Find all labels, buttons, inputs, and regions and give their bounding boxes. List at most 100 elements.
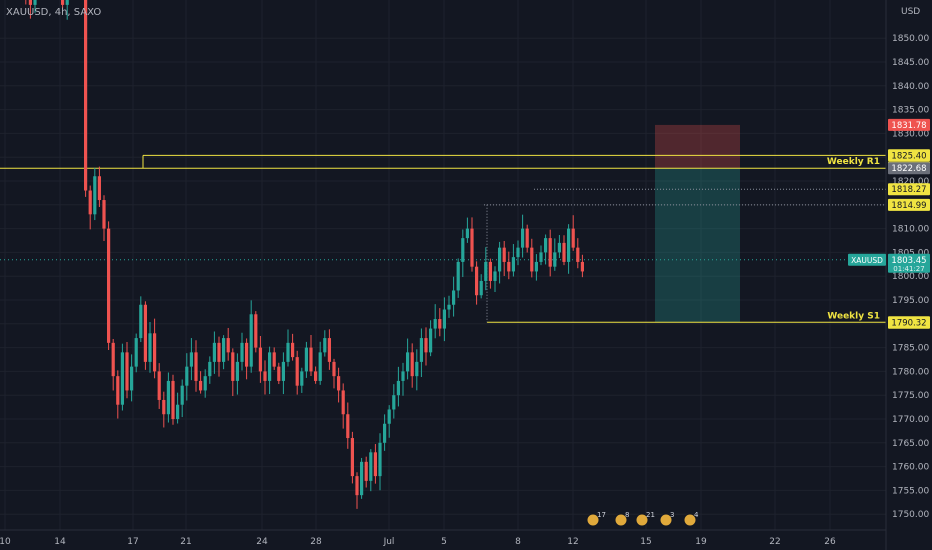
last-price-symbol: XAUUSD [851, 256, 883, 265]
candle-body [378, 442, 382, 477]
candle-body [387, 409, 391, 424]
candle-body [84, 0, 88, 191]
candle-body [268, 352, 272, 381]
candle-body [148, 333, 152, 362]
candle-body [433, 319, 437, 329]
time-tick-label: 15 [640, 537, 651, 547]
weekly-s1-label: Weekly S1 [827, 311, 880, 321]
price-label-stop-box [888, 118, 930, 131]
candle-body [493, 271, 497, 281]
candle-body [97, 176, 101, 201]
price-tick-label: 1830.00 [892, 129, 929, 139]
event-markers[interactable]: 17 8 21 3 4 [586, 511, 699, 527]
candle-body [111, 342, 115, 377]
candle-body [534, 261, 538, 272]
price-label-weekly-s1-box [888, 316, 930, 329]
time-tick-label: 14 [54, 537, 66, 547]
candle-body [442, 309, 446, 329]
candle-body [516, 247, 520, 258]
price-tick-label: 1840.00 [892, 82, 929, 92]
candle-body [139, 304, 143, 339]
candle-body [258, 347, 262, 372]
candle-body [580, 261, 584, 272]
candle-body [488, 261, 492, 281]
price-tick-label: 1770.00 [892, 415, 929, 425]
candle-body [102, 200, 106, 229]
candle-body [304, 347, 308, 372]
candle-body [176, 404, 180, 419]
stop-loss-zone[interactable] [655, 124, 740, 169]
price-tick-label: 1755.00 [892, 486, 929, 496]
price-tick-label: 1805.00 [892, 248, 929, 258]
candle-body [415, 361, 419, 377]
candle-body [346, 414, 350, 439]
price-tick-label: 1850.00 [892, 34, 929, 44]
candle-body [364, 461, 368, 481]
time-tick-label: 12 [567, 537, 578, 547]
candlestick-series [25, 0, 584, 509]
candle-body [309, 347, 313, 372]
candle-body [576, 247, 580, 262]
level-lines[interactable]: Weekly R1 Weekly S1 [0, 154, 886, 323]
candle-body [134, 338, 138, 367]
event-marker-icon[interactable] [659, 513, 673, 527]
candle-body [530, 247, 534, 272]
candle-body [355, 476, 359, 496]
event-marker-icon[interactable] [635, 513, 649, 527]
price-label-weekly-s1: 1790.32 [891, 318, 926, 328]
candle-body [479, 280, 483, 296]
event-marker-icon[interactable] [683, 513, 697, 527]
price-tick-label: 1810.00 [892, 225, 929, 235]
candle-body [171, 380, 175, 419]
take-profit-zone[interactable] [655, 168, 740, 323]
candle-body [424, 338, 428, 353]
price-axis[interactable]: 1850.00 1845.00 1840.00 1835.00 1830.00 1825.… [892, 34, 929, 520]
time-tick-label: 10 [0, 537, 11, 547]
time-tick-label: 8 [515, 537, 521, 547]
chart-symbol-title: XAUUSD, 4h, SAXO [6, 7, 101, 18]
candle-body [291, 342, 295, 358]
candle-body [406, 352, 410, 372]
candle-body [28, 0, 32, 5]
candle-body [507, 261, 511, 272]
candle-body [212, 342, 216, 362]
price-label-entry-box [888, 162, 930, 175]
candle-body [61, 0, 65, 5]
candle-body [447, 304, 451, 310]
last-price-countdown: 01:41:27 [893, 265, 924, 273]
price-label-stop: 1831.78 [891, 121, 926, 131]
last-price-value: 1803.45 [891, 256, 926, 266]
candle-body [231, 352, 235, 381]
candle-body [277, 366, 281, 381]
price-tick-label: 1750.00 [892, 510, 929, 520]
event-marker-count: 8 [625, 511, 629, 519]
candle-body [300, 371, 304, 386]
candle-body [498, 247, 502, 272]
candle-body [392, 395, 396, 410]
time-tick-label: 26 [824, 537, 836, 547]
time-tick-label: Jul [383, 537, 395, 547]
candle-body [323, 338, 327, 353]
time-tick-label: 24 [256, 537, 268, 547]
candle-body [194, 352, 198, 381]
price-tick-label: 1820.00 [892, 177, 929, 187]
candle-body [254, 314, 258, 348]
time-axis[interactable]: 10 14 17 21 24 28 Jul 5 8 12 15 19 22 26 [0, 537, 836, 547]
candle-body [461, 238, 465, 262]
price-tick-label: 1800.00 [892, 272, 929, 282]
candle-body [185, 366, 189, 386]
candle-body [318, 352, 322, 381]
candle-body [153, 333, 157, 372]
candle-body [125, 352, 129, 391]
time-tick-label: 19 [695, 537, 707, 547]
candle-body [157, 371, 161, 400]
time-tick-label: 5 [441, 537, 447, 547]
price-axis-labels: 1831.781825.401822.871818.271814.991790.… [848, 118, 930, 329]
event-marker-icon[interactable] [614, 513, 628, 527]
price-label-level: 1818.27 [891, 185, 926, 195]
position-tool[interactable] [655, 124, 740, 323]
event-marker-icon[interactable] [586, 513, 600, 527]
candle-body [456, 261, 460, 291]
